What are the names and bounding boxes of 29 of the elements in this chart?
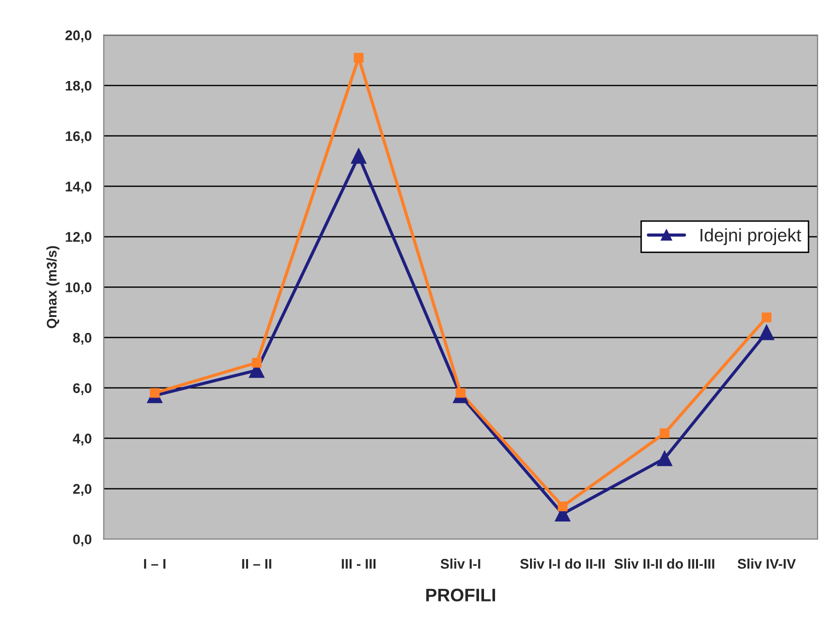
x-tick-label: III - III bbox=[342, 559, 376, 569]
y-tick-label: 2,0 bbox=[73, 484, 92, 496]
x-tick-label: Sliv I-I bbox=[440, 558, 480, 569]
y-tick-label: 14,0 bbox=[66, 182, 92, 194]
y-axis-title: Qmax (m3/s) bbox=[46, 246, 60, 328]
x-tick-label: II – II bbox=[242, 559, 272, 569]
y-tick-label: 0,0 bbox=[73, 534, 92, 546]
y-tick-label: 16,0 bbox=[66, 131, 92, 144]
point bbox=[656, 450, 672, 466]
point bbox=[354, 52, 364, 63]
x-tick-label: I – I bbox=[144, 559, 166, 569]
x-tick-label: Sliv I-I do II-II bbox=[520, 558, 605, 569]
y-tick-label: 10,0 bbox=[66, 282, 92, 294]
point bbox=[660, 428, 670, 438]
y-tick-label: 12,0 bbox=[66, 232, 92, 244]
x-tick-label: Sliv II-II do III-III bbox=[614, 558, 714, 569]
point bbox=[758, 324, 774, 340]
y-tick-label: 8,0 bbox=[73, 332, 92, 345]
point bbox=[351, 148, 366, 164]
y-tick-label: 18,0 bbox=[66, 80, 92, 93]
x-tick-label: Sliv IV-IV bbox=[738, 558, 796, 569]
point bbox=[762, 312, 772, 322]
point bbox=[558, 501, 568, 512]
y-tick-label: 20,0 bbox=[65, 30, 92, 42]
x-axis-title: PROFILI bbox=[426, 588, 496, 602]
y-tick-label: 4,0 bbox=[72, 434, 92, 446]
point bbox=[252, 358, 262, 368]
y-tick-label: 6,0 bbox=[73, 383, 92, 396]
legend-label: Idejni projekt bbox=[700, 228, 802, 246]
